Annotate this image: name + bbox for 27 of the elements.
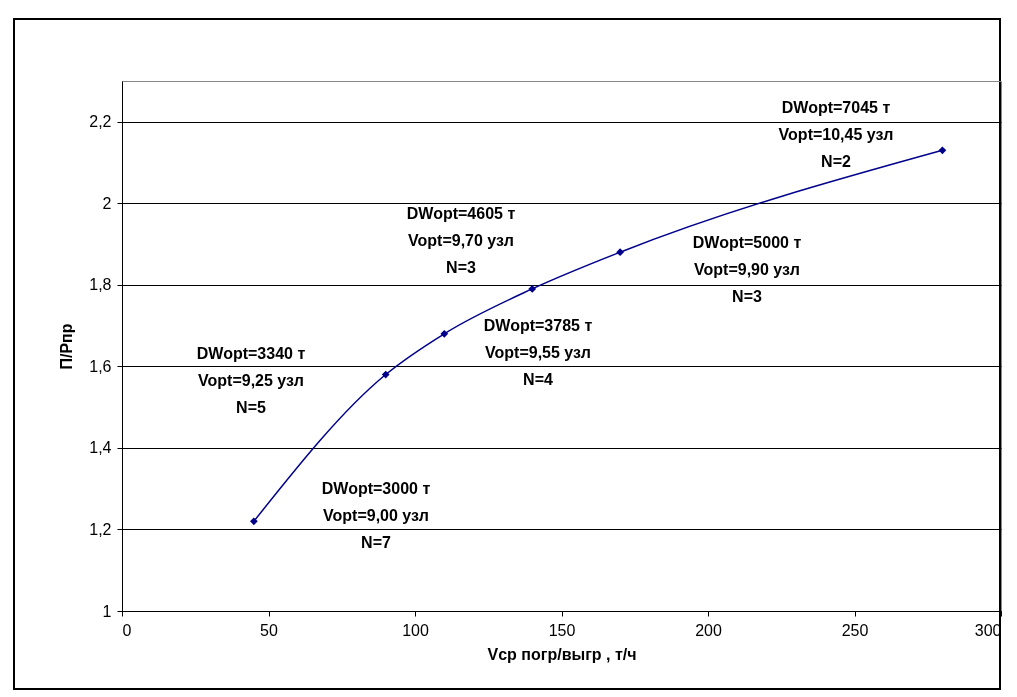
x-tick-label: 150 (548, 621, 576, 639)
x-tick-label: 100 (402, 621, 429, 639)
annotation: DWopt=3000 т Vopt=9,00 узл N=7 (321, 480, 431, 551)
x-axis-title: Vср погр/выгр , т/ч (487, 645, 637, 663)
y-tick-label: 1,8 (89, 276, 112, 294)
y-axis-title: П/Рпр (58, 323, 76, 370)
annotation: DWopt=5000 т Vopt=9,90 узл N=3 (692, 234, 802, 305)
annotation: DWopt=7045 т Vopt=10,45 узл N=2 (778, 99, 894, 170)
x-tick-label: 250 (841, 621, 869, 639)
y-tick-label: 1,6 (89, 357, 112, 375)
annotation: DWopt=4605 т Vopt=9,70 узл N=3 (406, 205, 516, 276)
y-tick-label: 2 (102, 194, 112, 212)
y-tick-label: 2,2 (89, 113, 112, 131)
point (249, 517, 258, 526)
x-tick-label: 50 (260, 621, 278, 639)
x-tick-label: 200 (695, 621, 722, 639)
point (616, 248, 624, 257)
y-tick-label: 1 (102, 602, 112, 620)
x-tick-label: 0 (122, 621, 132, 639)
point (440, 329, 449, 338)
annotation: DWopt=3340 т Vopt=9,25 узл N=5 (196, 345, 306, 416)
y-tick-label: 1,2 (89, 520, 112, 538)
point (938, 146, 947, 155)
point (381, 370, 390, 379)
annotation: DWopt=3785 т Vopt=9,55 узл N=4 (483, 317, 593, 388)
y-tick-label: 1,4 (89, 439, 112, 457)
point (528, 285, 537, 293)
